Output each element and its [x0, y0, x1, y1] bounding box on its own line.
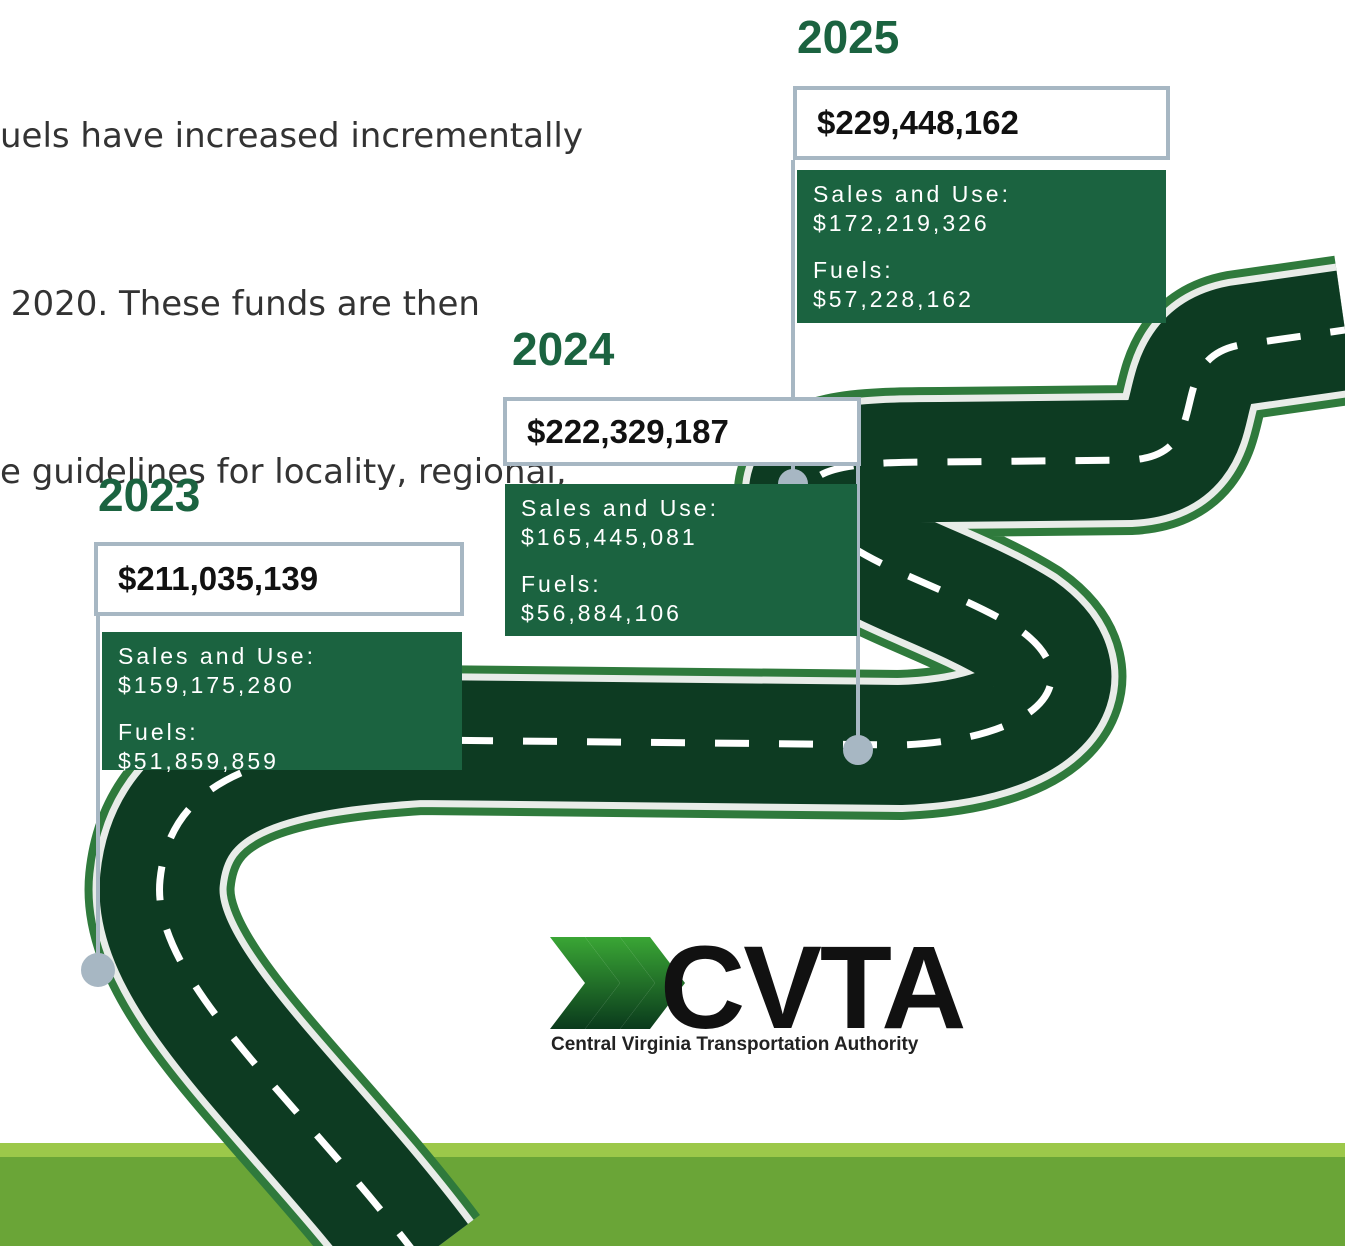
road — [84, 255, 1345, 1246]
detail-value: $159,175,280 — [118, 672, 295, 698]
intro-line: 2020. These funds are then — [0, 284, 480, 324]
intro-text: uels have increased incrementally 2020. … — [0, 0, 583, 556]
detail-value: $172,219,326 — [813, 210, 990, 236]
total-box: $222,329,187 — [503, 397, 861, 466]
total-box: $229,448,162 — [793, 86, 1170, 160]
detail-item: Sales and Use: $172,219,326 — [813, 180, 1150, 238]
detail-box: Sales and Use: $172,219,326 Fuels: $57,228,… — [797, 170, 1166, 323]
detail-value: $51,859,859 — [118, 748, 279, 774]
total-box: $211,035,139 — [94, 542, 464, 616]
detail-item: Fuels: $57,228,162 — [813, 256, 1150, 314]
detail-label: Sales and Use: — [118, 643, 316, 669]
detail-item: Fuels: $56,884,106 — [521, 570, 841, 628]
detail-item: Sales and Use: $159,175,280 — [118, 642, 446, 700]
footer-strip — [0, 1143, 1345, 1157]
detail-value: $56,884,106 — [521, 600, 682, 626]
detail-label: Fuels: — [521, 571, 602, 597]
connectors — [81, 160, 873, 987]
intro-line: e guidelines for locality, regional, — [0, 452, 567, 492]
detail-label: Fuels: — [118, 719, 199, 745]
detail-label: Fuels: — [813, 257, 894, 283]
detail-item: Fuels: $51,859,859 — [118, 718, 446, 776]
detail-label: Sales and Use: — [521, 495, 719, 521]
detail-item: Sales and Use: $165,445,081 — [521, 494, 841, 552]
logo-chevrons — [550, 937, 685, 1029]
detail-box: Sales and Use: $159,175,280 Fuels: $51,859,… — [102, 632, 462, 774]
intro-line: uels have increased incrementally — [0, 116, 583, 156]
logo-name: CVTA — [660, 922, 966, 1054]
logo-tagline: Central Virginia Transportation Authorit… — [551, 1034, 919, 1055]
detail-value: $165,445,081 — [521, 524, 698, 550]
year-label: 2025 — [797, 11, 900, 63]
detail-label: Sales and Use: — [813, 181, 1011, 207]
year-label: 2023 — [98, 469, 201, 521]
footer-band — [0, 1143, 1345, 1246]
detail-value: $57,228,162 — [813, 286, 974, 312]
detail-box: Sales and Use: $165,445,081 Fuels: $56,884,… — [505, 484, 857, 636]
year-label: 2024 — [512, 323, 615, 375]
